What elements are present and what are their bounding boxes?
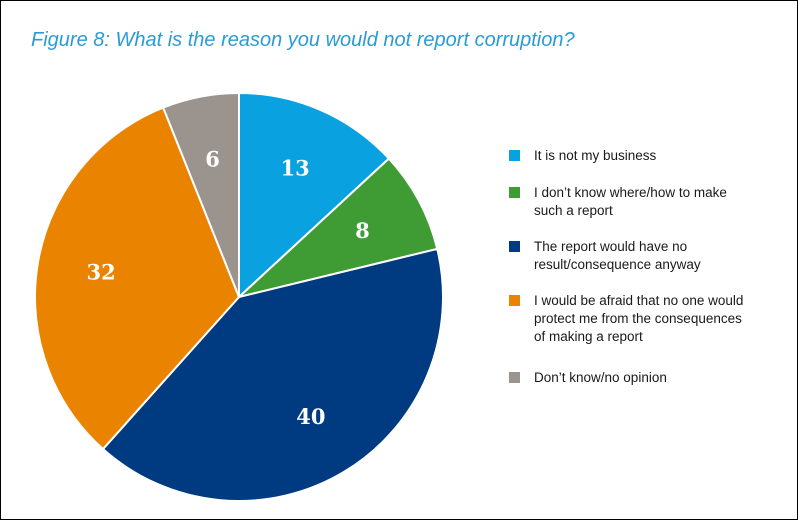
- legend-item-afraid: I would be afraid that no one would prot…: [509, 292, 774, 346]
- legend-line: I would be afraid that no one would: [534, 293, 744, 308]
- pie-rim: [34, 92, 444, 502]
- legend-label: I would be afraid that no one would prot…: [534, 292, 774, 346]
- legend-label: Don’t know/no opinion: [534, 369, 774, 387]
- chart-title: Figure 8: What is the reason you would n…: [31, 29, 575, 51]
- legend-swatch: [509, 295, 520, 306]
- legend-item-no-result: The report would have no result/conseque…: [509, 238, 774, 274]
- legend-line: Don’t know/no opinion: [534, 370, 667, 385]
- legend-swatch: [509, 150, 520, 161]
- legend-line: The report would have no: [534, 239, 688, 254]
- legend-line: such a report: [534, 203, 613, 218]
- slice-data-label: 8: [355, 218, 370, 243]
- legend-label: I don’t know where/how to make such a re…: [534, 184, 774, 220]
- legend-line: It is not my business: [534, 148, 657, 163]
- legend-line: result/consequence anyway: [534, 257, 701, 272]
- legend-line: protect me from the consequences: [534, 311, 742, 326]
- slice-data-label: 32: [87, 260, 116, 285]
- legend-item-no-opinion: Don’t know/no opinion: [509, 369, 774, 387]
- legend-label: It is not my business: [534, 147, 774, 165]
- slice-data-label: 40: [296, 404, 325, 429]
- legend-line: of making a report: [534, 329, 643, 344]
- legend-swatch: [509, 372, 520, 383]
- legend-label: The report would have no result/conseque…: [534, 238, 774, 274]
- legend-line: I don’t know where/how to make: [534, 185, 727, 200]
- legend-swatch: [509, 187, 520, 198]
- slice-data-label: 6: [205, 147, 220, 172]
- slice-data-label: 13: [281, 156, 310, 181]
- legend-item-not-my-business: It is not my business: [509, 147, 774, 165]
- legend-item-dont-know-how: I don’t know where/how to make such a re…: [509, 184, 774, 220]
- legend-swatch: [509, 241, 520, 252]
